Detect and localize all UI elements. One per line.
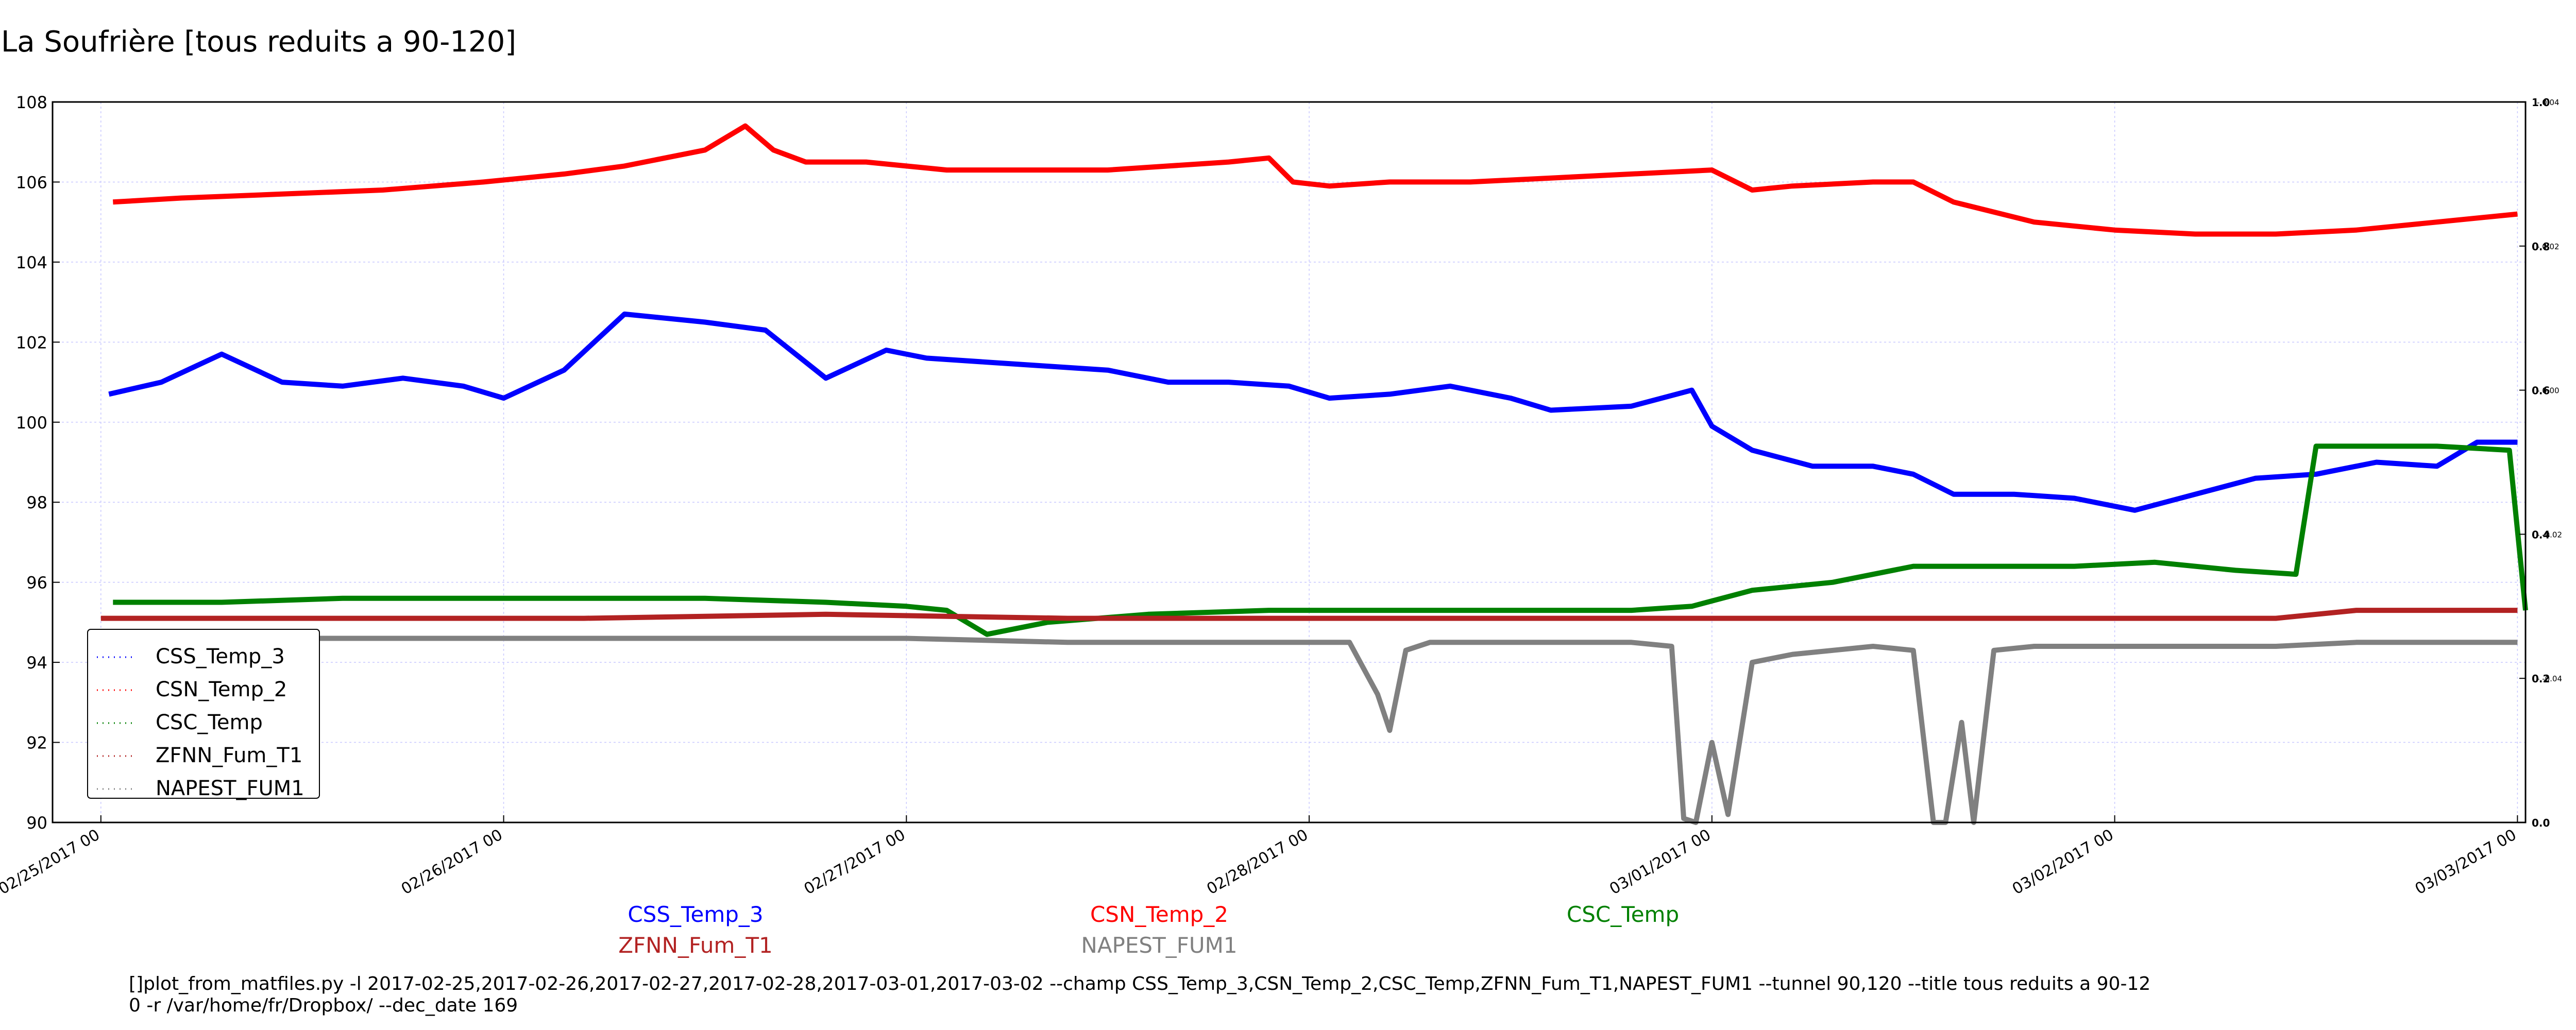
y2-minor-tick-label: - -0.02: [2537, 530, 2562, 539]
x-tick-label: 03/02/2017 00: [2009, 826, 2117, 899]
chart-title: La Soufrière [tous reduits a 90-120]: [1, 25, 516, 59]
series-caption-napest_fum1: NAPEST_FUM1: [1081, 933, 1237, 958]
y-tick-label: 108: [16, 93, 47, 112]
y-tick-label: 92: [26, 733, 47, 753]
x-tick-label: 03/01/2017 00: [1606, 826, 1714, 899]
y2-minor-tick-label: - -0.04: [2537, 674, 2562, 683]
x-tick-label: 03/03/2017 00: [2412, 826, 2520, 899]
y-tick-label: 90: [26, 813, 47, 833]
plot-frame: [52, 101, 2527, 823]
y-tick-label: 94: [26, 653, 47, 673]
y2-tick-label: 0.0: [2532, 817, 2550, 829]
x-tick-label: 02/27/2017 00: [801, 826, 909, 899]
y2-tick-label: 0.8: [2532, 241, 2550, 253]
x-tick-label: 02/26/2017 00: [398, 826, 506, 899]
y2-tick-label: 0.2: [2532, 673, 2550, 685]
y2-minor-tick-label: - 0.04: [2537, 98, 2560, 107]
y-tick-label: 104: [16, 253, 47, 272]
series-line-css_temp_3: [108, 311, 2518, 513]
legend-label-napest_fum1: NAPEST_FUM1: [156, 777, 304, 800]
series-line-zfnn_fum_t1: [100, 608, 2518, 621]
y2-tick-label: 1.0: [2532, 96, 2550, 109]
y2-minor-tick-label: - 0.02: [2537, 242, 2560, 251]
y2-minor-tick-label: - 0.00: [2537, 386, 2560, 396]
command-line-caption: []plot_from_matfiles.py -l 2017-02-25,20…: [129, 973, 2151, 1016]
y-tick-label: 98: [26, 493, 47, 512]
y-tick-label: 100: [16, 413, 47, 433]
x-tick-label: 02/25/2017 00: [0, 826, 103, 899]
legend-label-csn_temp_2: CSN_Temp_2: [156, 678, 287, 701]
series-caption-csn_temp_2: CSN_Temp_2: [1090, 902, 1228, 927]
series-line-napest_fum1: [100, 636, 2518, 825]
legend-box: [87, 629, 320, 799]
legend-label-css_temp_3: CSS_Temp_3: [156, 645, 285, 668]
y2-tick-label: 0.6: [2532, 385, 2550, 397]
line-chart: La Soufrière [tous reduits a 90-120] 90 92…: [0, 25, 2562, 958]
y-tick-label: 106: [16, 173, 47, 192]
series-caption-csc_temp: CSC_Temp: [1567, 902, 1679, 927]
y2-tick-label: 0.4: [2532, 528, 2550, 541]
legend-label-csc_temp: CSC_Temp: [156, 711, 263, 734]
y-tick-label: 102: [16, 333, 47, 352]
legend-label-zfnn_fum_t1: ZFNN_Fum_T1: [156, 744, 302, 767]
x-tick-label: 02/28/2017 00: [1204, 826, 1312, 899]
series-caption-css_temp_3: CSS_Temp_3: [628, 902, 763, 927]
series-line-csn_temp_2: [113, 123, 2518, 237]
y-tick-label: 96: [26, 573, 47, 593]
series-line-csc_temp: [113, 443, 2528, 637]
series-caption-zfnn_fum_t1: ZFNN_Fum_T1: [618, 933, 773, 958]
